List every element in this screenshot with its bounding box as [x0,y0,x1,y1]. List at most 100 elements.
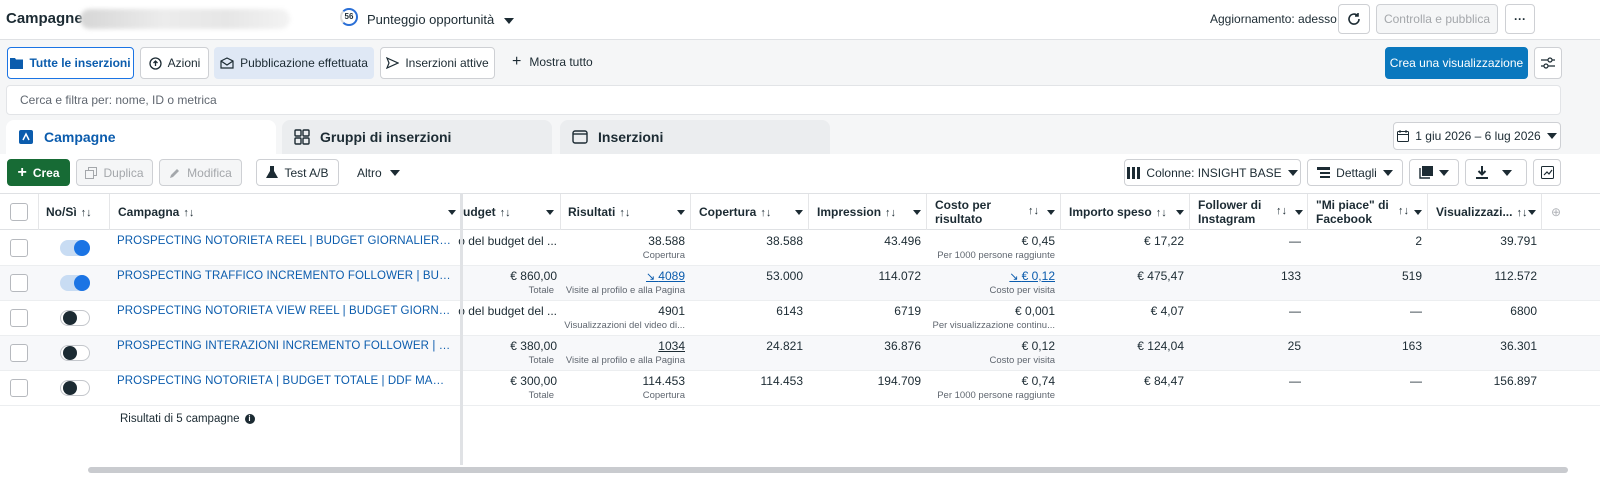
table-header: No/Sì ↑↓ Campagna ↑↓ udget ↑↓ Risultati ↑↓ C… [0,193,1600,230]
campaign-name-link[interactable]: PROSPECTING NOTORIETÀ VIEW REEL | BUDGET… [117,305,452,317]
row-checkbox[interactable] [10,239,28,257]
toggle-knob [74,240,90,256]
chevron-down-icon [1287,169,1298,176]
more-actions-dropdown[interactable]: Altro [357,166,400,180]
add-column-icon[interactable]: ⊕ [1551,205,1562,219]
campaign-toggle[interactable] [60,345,90,361]
tab-campaigns[interactable]: Campagne [6,120,276,154]
sort-icon[interactable]: ↑↓ [1276,205,1287,217]
campaign-toggle[interactable] [60,275,90,291]
all-ads-filter[interactable]: Tutte le inserzioni [7,47,134,79]
header-cost-per-result[interactable]: Costo per risultato [935,198,991,226]
header-views[interactable]: Visualizzazi... ↑↓ [1436,205,1527,219]
campaign-name-link[interactable]: PROSPECTING INTERAZIONI INCREMENTO FOLLO… [117,340,452,352]
ad-icon [572,130,588,144]
columns-dropdown[interactable]: Colonne: INSIGHT BASE [1124,159,1301,186]
sort-icon[interactable]: ↑↓ [1398,205,1409,217]
table-row[interactable]: PROSPECTING NOTORIETÀ VIEW REEL | BUDGET… [0,301,1600,336]
column-menu-icon[interactable] [1528,210,1536,215]
column-menu-icon[interactable] [913,210,921,215]
chevron-down-icon [1502,169,1512,176]
table-row[interactable]: PROSPECTING NOTORIETÀ | BUDGET TOTALE | … [0,371,1600,406]
row-checkbox[interactable] [10,379,28,397]
edit-button[interactable]: Modifica [159,159,242,186]
campaign-name-link[interactable]: PROSPECTING NOTORIETÀ REEL | BUDGET GIOR… [117,235,452,247]
header-results[interactable]: Risultati ↑↓ [568,205,630,219]
frozen-column-divider [460,193,463,465]
table-row[interactable]: PROSPECTING INTERAZIONI INCREMENTO FOLLO… [0,336,1600,371]
table-row[interactable]: PROSPECTING TRAFFICO INCREMENTO FOLLOWER… [0,266,1600,301]
column-menu-icon[interactable] [546,210,554,215]
more-options-button[interactable]: ··· [1505,4,1535,34]
column-menu-icon[interactable] [1176,210,1184,215]
header-amount-spent[interactable]: Importo speso ↑↓ [1069,205,1167,219]
reports-dropdown[interactable] [1409,159,1459,186]
toggle-knob [74,275,90,291]
sort-icon[interactable]: ↑↓ [1028,205,1039,217]
campaign-name-link[interactable]: PROSPECTING NOTORIETÀ | BUDGET TOTALE | … [117,375,452,387]
header-impressions[interactable]: Impression ↑↓ [817,205,896,219]
published-filter[interactable]: Pubblicazione effettuata [214,47,374,79]
export-dropdown[interactable] [1465,159,1527,186]
header-ig-followers[interactable]: Follower di Instagram [1198,198,1261,226]
column-menu-icon[interactable] [448,210,456,215]
active-ads-filter[interactable]: Inserzioni attive [380,47,495,79]
opportunity-score-badge[interactable]: 56 [340,8,358,26]
date-range-picker[interactable]: 1 giu 2026 – 6 lug 2026 [1393,122,1561,150]
header-reach[interactable]: Copertura ↑↓ [699,205,771,219]
campaign-toggle[interactable] [60,380,90,396]
header-budget[interactable]: udget ↑↓ [463,205,511,219]
column-menu-icon[interactable] [1047,210,1055,215]
account-selector-blurred[interactable] [80,9,290,29]
review-publish-button[interactable]: Controlla e pubblica [1376,4,1498,34]
row-checkbox[interactable] [10,344,28,362]
cost-per-result-value[interactable]: ↘ € 0,12 [1009,269,1055,283]
campaign-toggle[interactable] [60,240,90,256]
reach-value: 6143 [776,304,803,318]
chevron-down-icon [389,170,400,176]
impressions-value: 36.876 [884,339,921,353]
charts-button[interactable] [1533,159,1561,186]
reach-value: 38.588 [766,234,803,248]
show-all-button[interactable]: + Mostra tutto [512,54,593,70]
cost-per-result-number: € 0,001 [1014,304,1055,318]
ab-test-button[interactable]: Test A/B [256,159,339,186]
create-view-button[interactable]: Crea una visualizzazione [1385,47,1528,79]
header-campaign[interactable]: Campagna ↑↓ [118,205,194,219]
header-fb-likes[interactable]: "Mi piace" di Facebook [1316,198,1389,226]
results-value: 114.453 [643,374,686,388]
budget-value: o del budget del ... [458,304,557,318]
create-button[interactable]: + Crea [7,159,70,186]
view-settings-button[interactable] [1534,47,1562,79]
row-checkbox[interactable] [10,274,28,292]
all-ads-label: Tutte le inserzioni [29,56,131,70]
column-menu-icon[interactable] [677,210,685,215]
table-row[interactable]: PROSPECTING NOTORIETÀ REEL | BUDGET GIOR… [0,231,1600,266]
duplicate-button[interactable]: Duplica [76,159,153,186]
fb-likes-value: 163 [1401,339,1422,353]
budget-type: Totale [528,355,554,366]
reach-value: 53.000 [766,269,803,283]
header-onoff[interactable]: No/Sì ↑↓ [46,205,92,219]
fb-likes-value: — [1410,304,1422,318]
opportunity-score-dropdown[interactable]: Punteggio opportunità [367,12,514,27]
row-checkbox[interactable] [10,309,28,327]
horizontal-scrollbar[interactable] [88,467,1568,473]
column-menu-icon[interactable] [795,210,803,215]
tab-ads[interactable]: Inserzioni [560,120,830,154]
breakdown-dropdown[interactable]: Dettagli [1307,159,1403,186]
views-value: 39.791 [1500,234,1537,248]
campaign-name-link[interactable]: PROSPECTING TRAFFICO INCREMENTO FOLLOWER… [117,270,452,282]
tab-ad-sets[interactable]: Gruppi di inserzioni [282,120,552,154]
column-menu-icon[interactable] [1414,210,1422,215]
results-number: 4901 [658,304,685,318]
select-all-checkbox[interactable] [10,203,28,221]
column-menu-icon[interactable] [1295,210,1303,215]
refresh-button[interactable] [1338,4,1370,34]
results-value[interactable]: ↘ 4089 [646,269,685,283]
download-icon [1476,166,1488,179]
campaign-toggle[interactable] [60,310,90,326]
actions-filter[interactable]: Azioni [140,47,209,79]
search-input[interactable] [7,86,1560,114]
toggle-knob [63,381,77,395]
